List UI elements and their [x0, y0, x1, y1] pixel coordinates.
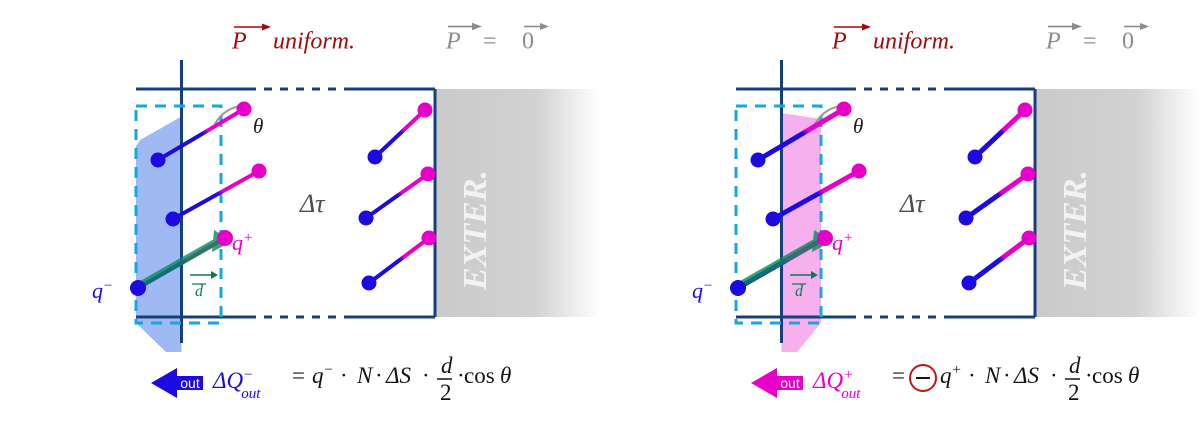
svg-text:cos: cos: [464, 363, 495, 388]
svg-text:=: =: [892, 363, 905, 388]
svg-text:uniform.: uniform.: [273, 29, 355, 55]
svg-text:=: =: [483, 29, 497, 55]
svg-text:out: out: [780, 375, 800, 391]
svg-text:N: N: [356, 363, 374, 388]
svg-text:EXTER.: EXTER.: [1057, 170, 1094, 291]
svg-text:ΔQ−out: ΔQ− out: [212, 367, 261, 402]
svg-text:Δτ: Δτ: [899, 189, 926, 218]
svg-text:uniform.: uniform.: [873, 29, 955, 55]
svg-text:2: 2: [1068, 380, 1080, 405]
svg-text:Δτ: Δτ: [299, 189, 326, 218]
svg-text:ΔQ+out: ΔQ+ out: [812, 367, 861, 402]
svg-text:0: 0: [1122, 29, 1134, 55]
svg-text:θ: θ: [253, 114, 263, 138]
svg-text:P: P: [445, 29, 461, 55]
svg-text:out: out: [180, 375, 200, 391]
svg-text:q−: q−: [92, 278, 113, 303]
svg-text:q−: q−: [692, 278, 713, 303]
svg-text:d: d: [795, 283, 804, 300]
svg-text:d: d: [1069, 353, 1081, 378]
svg-text:P: P: [1045, 29, 1061, 55]
svg-text:·: ·: [340, 363, 348, 388]
svg-text:2: 2: [440, 380, 452, 405]
svg-text:·: ·: [1050, 363, 1058, 388]
svg-text:q+: q+: [940, 362, 962, 388]
svg-text:P: P: [231, 29, 247, 55]
svg-text:=: =: [292, 363, 305, 388]
svg-text:q−: q−: [312, 362, 334, 388]
svg-text:·: ·: [375, 363, 383, 388]
svg-text:d: d: [441, 353, 453, 378]
svg-text:EXTER.: EXTER.: [457, 170, 494, 291]
svg-text:·: ·: [422, 363, 430, 388]
svg-text:=: =: [1083, 29, 1097, 55]
svg-text:θ: θ: [1128, 363, 1139, 388]
svg-text:N: N: [984, 363, 1002, 388]
svg-text:P: P: [831, 29, 847, 55]
svg-text:q+: q+: [832, 230, 853, 255]
svg-text:·: ·: [968, 363, 976, 388]
svg-text:d: d: [195, 283, 204, 300]
svg-text:0: 0: [522, 29, 534, 55]
svg-text:q+: q+: [232, 230, 253, 255]
svg-text:·: ·: [1003, 363, 1011, 388]
svg-text:θ: θ: [853, 114, 863, 138]
svg-text:cos: cos: [1092, 363, 1123, 388]
svg-text:ΔS: ΔS: [1013, 363, 1039, 388]
svg-text:ΔS: ΔS: [385, 363, 411, 388]
svg-text:θ: θ: [500, 363, 511, 388]
